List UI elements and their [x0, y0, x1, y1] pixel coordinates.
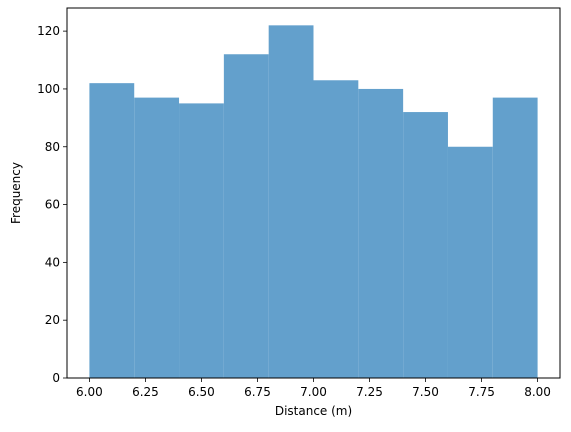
- y-tick-label: 20: [45, 313, 60, 327]
- y-tick-label: 60: [45, 198, 60, 212]
- histogram-bar: [447, 146, 493, 378]
- x-axis-label: Distance (m): [275, 404, 352, 418]
- histogram-bar: [313, 80, 359, 378]
- y-axis-label: Frequency: [9, 162, 23, 224]
- histogram-bar: [134, 97, 180, 378]
- x-tick-label: 7.00: [300, 385, 327, 399]
- histogram-bar: [89, 83, 135, 378]
- y-axis-ticks: 0 20 40 60 80 100 120: [37, 24, 67, 385]
- y-tick-label: 120: [37, 24, 60, 38]
- x-tick-label: 7.25: [356, 385, 383, 399]
- histogram-bar: [223, 54, 269, 378]
- histogram-bar: [268, 25, 314, 378]
- histogram-bar: [358, 88, 404, 378]
- histogram-bar: [492, 97, 538, 378]
- y-tick-label: 80: [45, 140, 60, 154]
- y-tick-label: 0: [52, 371, 60, 385]
- x-tick-label: 6.25: [132, 385, 159, 399]
- bars: [89, 25, 538, 378]
- x-tick-label: 7.75: [468, 385, 495, 399]
- histogram-bar: [403, 112, 448, 378]
- x-tick-label: 8.00: [524, 385, 551, 399]
- x-tick-label: 6.50: [188, 385, 215, 399]
- x-axis-ticks: 6.00 6.25 6.50 6.75 7.00 7.25 7.50 7.75 8.00: [76, 378, 551, 399]
- x-tick-label: 6.75: [244, 385, 271, 399]
- histogram-bar: [179, 103, 224, 378]
- x-tick-label: 7.50: [412, 385, 439, 399]
- x-tick-label: 6.00: [76, 385, 103, 399]
- y-tick-label: 40: [45, 255, 60, 269]
- y-tick-label: 100: [37, 82, 60, 96]
